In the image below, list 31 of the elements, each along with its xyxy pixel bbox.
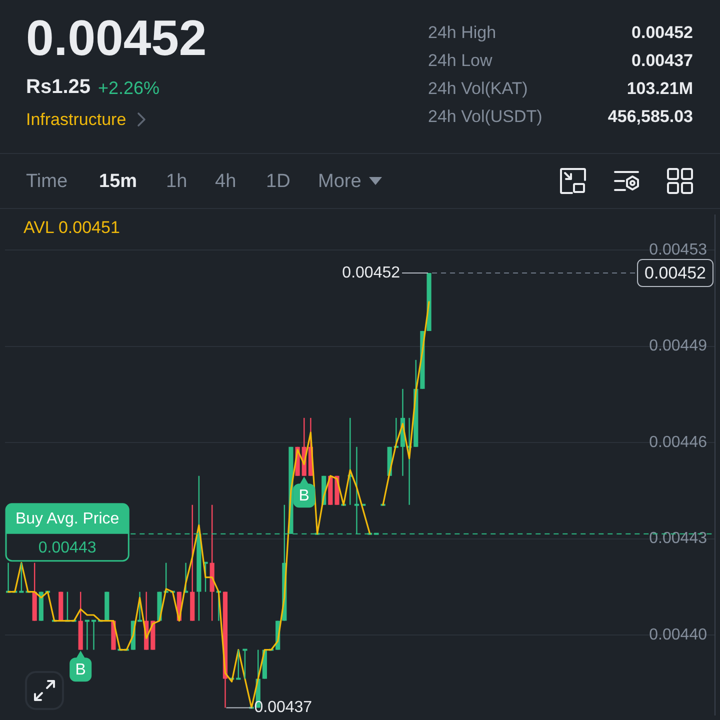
y-tick-label: 0.00449 — [649, 338, 708, 355]
text: 0.00452 — [26, 10, 207, 66]
y-tick-label: 0.00446 — [649, 434, 708, 451]
y-tick-label: 0.00453 — [649, 241, 708, 258]
text: Infrastructure — [26, 110, 126, 129]
y-tick-label: 0.00440 — [649, 626, 708, 644]
text: 24h Low — [428, 50, 492, 70]
text: 1h — [166, 170, 188, 192]
ref-line-label: Buy Avg. Price — [15, 510, 120, 528]
text: 15m — [99, 170, 138, 192]
annotation: 0.00437 — [254, 699, 312, 716]
text: 1D — [266, 170, 290, 192]
text: 24h High — [428, 22, 496, 42]
text: AVL 0.00451 — [24, 218, 120, 238]
text: Time — [26, 170, 68, 192]
annotation: 0.00443 — [38, 540, 96, 557]
text: 0.00452 — [342, 264, 400, 282]
text: 456,585.03 — [608, 106, 693, 126]
text: B — [298, 488, 310, 505]
chart-subtitle: Rs1.25 — [26, 76, 90, 98]
series-label: B — [75, 661, 86, 678]
text: 0.00437 — [632, 50, 693, 70]
text: 103.21M — [626, 78, 693, 98]
text: 24h Vol(USDT) — [428, 106, 542, 126]
text: 0.00452 — [632, 22, 693, 42]
text: +2.26% — [98, 78, 160, 98]
y-tick-label: 0.00443 — [649, 530, 708, 548]
ref-line-label: 0.00452 — [644, 264, 706, 283]
text: More — [318, 170, 362, 192]
text: 24h Vol(KAT) — [428, 78, 528, 98]
text: 4h — [215, 170, 236, 192]
